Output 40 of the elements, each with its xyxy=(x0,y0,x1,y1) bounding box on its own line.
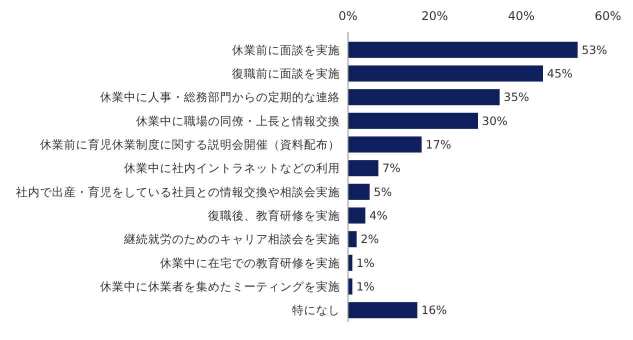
y-tick-label: 休業中に人事・総務部門からの定期的な連絡 xyxy=(100,90,340,104)
bar xyxy=(348,184,370,200)
x-tick-label: 20% xyxy=(421,9,448,23)
data-label: 30% xyxy=(482,114,508,128)
y-tick-label: 社内で出産・育児をしている社員との情報交換や相談会実施 xyxy=(16,184,340,199)
bar xyxy=(348,278,352,295)
bar xyxy=(348,160,378,176)
data-label: 4% xyxy=(369,208,388,222)
data-label: 1% xyxy=(356,256,375,270)
bar xyxy=(348,207,366,224)
x-tick-label: 0% xyxy=(338,9,358,23)
bar xyxy=(348,136,422,153)
y-tick-label: 復職後、教育研修を実施 xyxy=(208,208,340,222)
y-tick-label: 休業中に在宅での教育研修を実施 xyxy=(160,256,340,270)
data-label: 2% xyxy=(360,232,379,246)
data-label: 35% xyxy=(504,90,530,104)
x-tick-label: 60% xyxy=(594,9,622,23)
data-label: 5% xyxy=(374,184,392,199)
bar xyxy=(348,89,500,106)
bar xyxy=(348,302,418,318)
y-tick-label: 休業中に職場の同僚・上長と情報交換 xyxy=(136,114,340,128)
bar xyxy=(348,42,578,58)
bar xyxy=(348,112,478,129)
bar xyxy=(348,254,352,271)
bar xyxy=(348,65,543,82)
y-tick-label: 休業中に休業者を集めたミーティングを実施 xyxy=(100,280,340,294)
y-tick-label: 休業中に社内イントラネットなどの利用 xyxy=(124,161,340,176)
data-label: 17% xyxy=(426,138,452,152)
y-tick-label: 特になし xyxy=(292,303,340,318)
data-label: 53% xyxy=(582,42,608,57)
x-tick-label: 40% xyxy=(508,9,535,23)
bar xyxy=(348,231,357,248)
data-label: 7% xyxy=(382,161,401,176)
data-label: 1% xyxy=(356,280,375,294)
y-tick-label: 休業前に育児休業制度に関する説明会開催（資料配布） xyxy=(40,138,340,152)
y-tick-label: 休業前に面談を実施 xyxy=(232,42,340,57)
data-label: 16% xyxy=(421,303,447,318)
data-label: 45% xyxy=(547,66,573,80)
y-tick-label: 継続就労のためのキャリア相談会を実施 xyxy=(123,232,340,246)
y-tick-label: 復職前に面談を実施 xyxy=(232,66,340,80)
